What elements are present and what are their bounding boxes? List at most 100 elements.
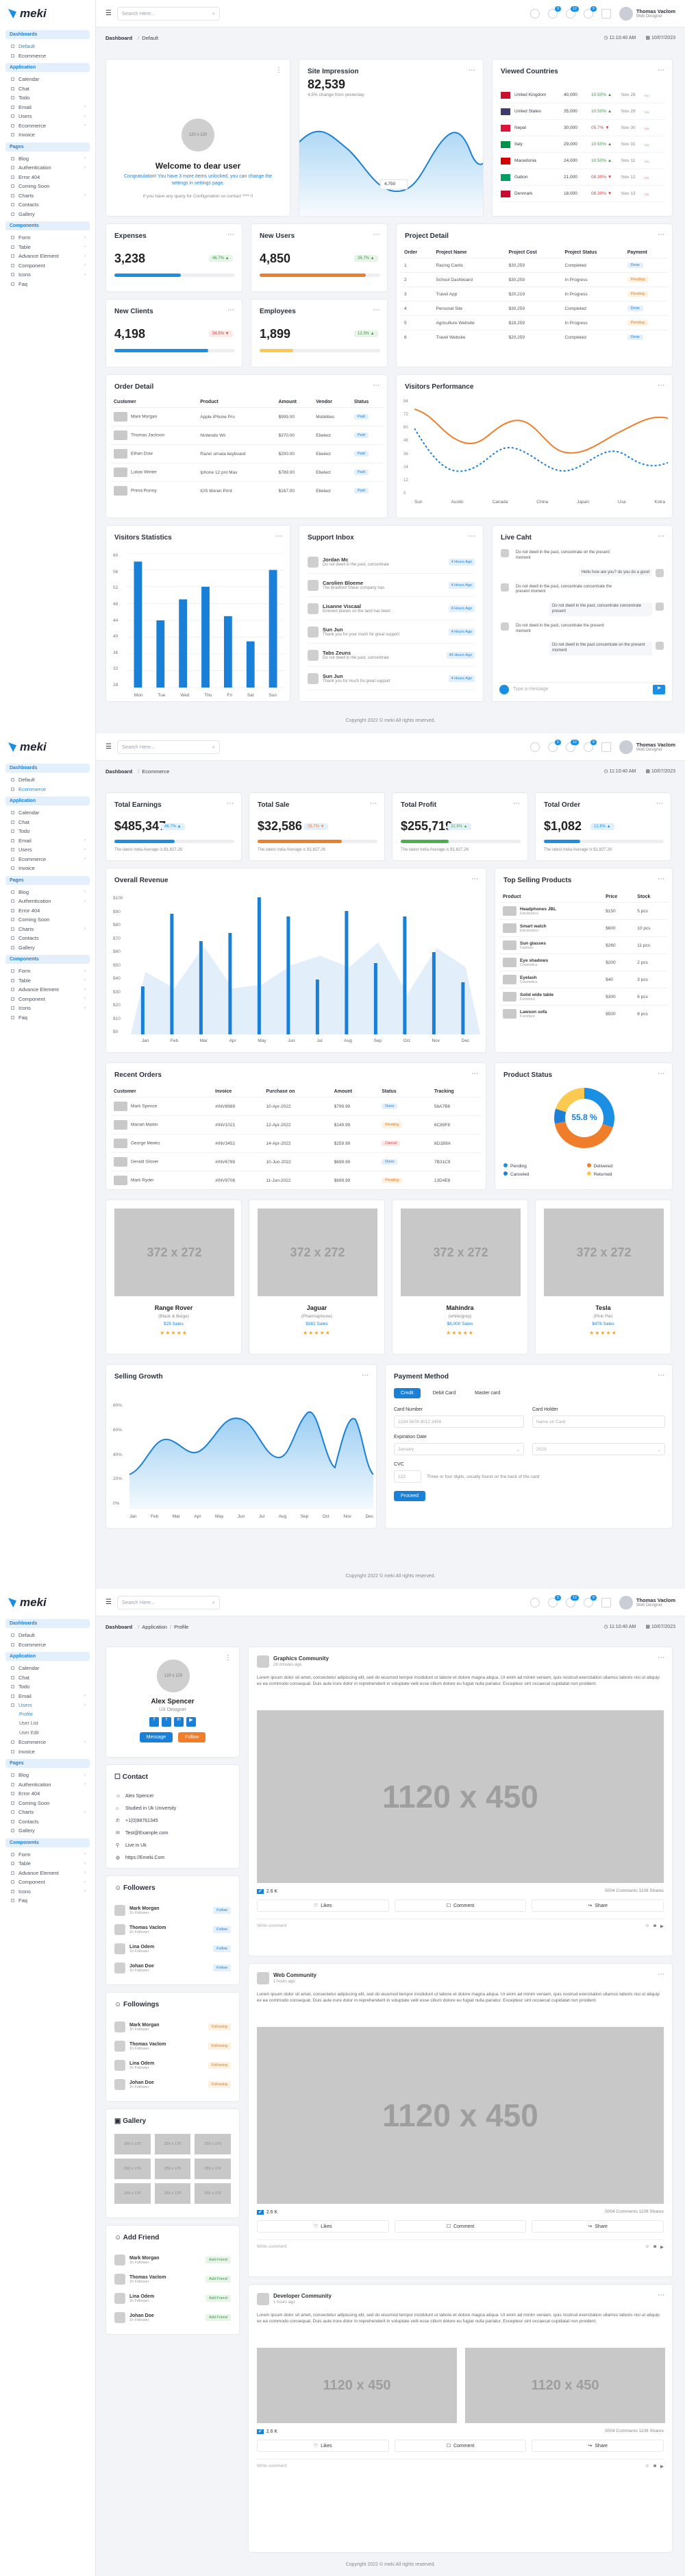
bell-icon[interactable]: 3 <box>547 739 561 752</box>
comment-input[interactable]: Write comment ☺ ◙ ▶ <box>257 1919 664 1932</box>
sidebar-item[interactable]: Error 404 <box>0 173 95 182</box>
more-icon[interactable]: ⋯ <box>373 231 380 239</box>
facebook-icon[interactable]: f <box>149 1717 159 1727</box>
sidebar-item[interactable]: Icons › <box>0 1004 95 1013</box>
more-icon[interactable]: ⋯ <box>373 306 380 314</box>
person-action-button[interactable]: Follow <box>213 1965 231 1971</box>
sidebar-item[interactable]: Invoice <box>0 864 95 873</box>
proceed-button[interactable]: Proceed <box>394 1491 426 1501</box>
chat-input[interactable]: Type a message <box>513 687 549 692</box>
menu-icon[interactable]: ☰ <box>105 743 112 751</box>
fullscreen-icon[interactable] <box>601 742 611 752</box>
more-icon[interactable]: ⋯ <box>658 2292 665 2299</box>
table-row[interactable]: Lukas Winter Iphone 12 pro Max $789.00 Ebel… <box>110 463 383 482</box>
sidebar-item[interactable]: Todo <box>0 1682 95 1692</box>
more-icon[interactable]: ⋯ <box>370 800 377 807</box>
twitter-icon[interactable]: t <box>162 1717 171 1727</box>
sidebar-item[interactable]: Default <box>0 1631 95 1640</box>
fullscreen-icon[interactable] <box>601 8 611 19</box>
search-input[interactable]: Search Here... ⌕ <box>116 1595 220 1609</box>
camera-icon[interactable]: ◙ <box>653 2244 656 2249</box>
sidebar-item[interactable]: Blog › <box>0 154 95 164</box>
cart-icon[interactable]: 12 <box>565 5 579 19</box>
tab-credit[interactable]: Credit <box>394 1388 421 1398</box>
sidebar-item[interactable]: Invoice <box>0 130 95 140</box>
more-icon[interactable]: ⋮ <box>225 1654 232 1662</box>
logo[interactable]: meki <box>0 733 95 761</box>
sidebar-item[interactable]: Charts › <box>0 1808 95 1817</box>
sidebar-item[interactable]: Ecommerce › <box>0 1738 95 1747</box>
inbox-item[interactable]: Sun Jun Thank you for your much for great… <box>308 620 475 644</box>
product-card[interactable]: 372 x 272 Tesla (Pink Pie) $478 Sales ★★★★★ <box>535 1200 671 1354</box>
sidebar-item[interactable]: Email › <box>0 836 95 846</box>
sidebar-item[interactable]: Form › <box>0 233 95 243</box>
sidebar-item[interactable]: Calendar <box>0 1664 95 1673</box>
tab-debit-card[interactable]: Debit Card <box>432 1391 456 1396</box>
sidebar-item[interactable]: Users › <box>0 1701 95 1710</box>
more-icon[interactable]: ⋯ <box>658 875 665 883</box>
user-menu[interactable]: Thomas Vaclom Web Designer <box>619 1595 675 1609</box>
more-icon[interactable]: ⋯ <box>658 382 665 389</box>
video-icon[interactable]: ▶ <box>660 2464 664 2469</box>
person-action-button[interactable]: Following <box>208 2043 231 2050</box>
video-icon[interactable]: ▶ <box>660 1923 664 1929</box>
inbox-item[interactable]: Lisanne Viscaal Eminent planes on the lan… <box>308 597 475 620</box>
search-input[interactable]: Search Here... ⌕ <box>116 740 220 754</box>
table-row[interactable]: Solid wide table Furniture $300 6 pcs <box>499 988 668 1006</box>
table-row[interactable]: 4 Personal Site $30,259 Completed Done <box>401 301 668 316</box>
more-icon[interactable]: ⋯ <box>658 533 665 540</box>
camera-icon[interactable]: ◙ <box>653 1923 656 1928</box>
month-select[interactable]: January ⌄ <box>394 1443 524 1455</box>
table-row[interactable]: Mark Morgan Apple iPhone Pro $999.00 Mobili… <box>110 407 383 426</box>
sidebar-item[interactable]: Gallery <box>0 943 95 953</box>
table-row[interactable]: Eye shadows Cosmetics $200 2 pcs <box>499 953 668 971</box>
sidebar-item[interactable]: Chat <box>0 1673 95 1683</box>
menu-icon[interactable]: ☰ <box>105 10 112 17</box>
emoji-icon[interactable]: ☺ <box>645 2464 650 2468</box>
moon-icon[interactable] <box>530 8 540 19</box>
sidebar-item[interactable]: Users › <box>0 845 95 855</box>
gallery-image[interactable]: 250 x 170 <box>114 2159 151 2179</box>
more-icon[interactable]: ⋯ <box>471 1070 479 1078</box>
table-row[interactable]: Thomas Jackson Nintendo Wii $370.00 Ebelect… <box>110 426 383 445</box>
more-icon[interactable]: ⋯ <box>362 1372 369 1379</box>
tab-master-card[interactable]: Master card <box>475 1391 501 1396</box>
sidebar-item[interactable]: Table › <box>0 976 95 986</box>
logo[interactable]: meki <box>0 0 95 27</box>
table-row[interactable]: 2 School Dashboard $30,259 In Progress Pendi… <box>401 272 668 287</box>
emoji-icon[interactable]: ☺ <box>645 1923 650 1928</box>
gallery-image[interactable]: 250 x 170 <box>195 2183 231 2204</box>
person-action-button[interactable]: Following <box>208 2062 231 2069</box>
sidebar-item[interactable]: Ecommerce <box>0 1640 95 1650</box>
sidebar-item[interactable]: Coming Soon <box>0 915 95 925</box>
cart-icon[interactable]: 12 <box>565 739 579 752</box>
year-select[interactable]: 2023 ⌄ <box>532 1443 665 1455</box>
linkedin-icon[interactable]: in <box>174 1717 184 1727</box>
more-icon[interactable]: ⋯ <box>658 1654 665 1662</box>
sidebar-subitem[interactable]: User List <box>0 1719 95 1729</box>
table-row[interactable]: Headphones JBL Electronics $150 5 pcs <box>499 902 668 920</box>
inbox-item[interactable]: Jordan Mc Do not dwell in the past, conce… <box>308 550 475 574</box>
user-menu[interactable]: Thomas Vaclom Web Designer <box>619 740 675 754</box>
sidebar-item[interactable]: Contacts <box>0 1817 95 1827</box>
mail-icon[interactable]: 9 <box>583 1594 597 1607</box>
person-action-button[interactable]: Following <box>208 2024 231 2030</box>
sidebar-item[interactable]: Blog › <box>0 888 95 897</box>
emoji-icon[interactable]: ☺ <box>645 2244 650 2249</box>
sidebar-item[interactable]: Authentication › <box>0 897 95 906</box>
crumb-root[interactable]: Dashboard <box>105 768 133 775</box>
person-action-button[interactable]: Follow <box>213 1926 231 1933</box>
sidebar-item[interactable]: Blog › <box>0 1771 95 1780</box>
more-icon[interactable]: ⋯ <box>373 382 380 389</box>
table-row[interactable]: George Meeks #INV3452 14-Apr-2022 $259.99 Ca… <box>110 1134 482 1153</box>
post-group[interactable]: Web Community <box>273 1972 316 1978</box>
user-menu[interactable]: Thomas Vaclom Web Designer <box>619 6 675 21</box>
post-group[interactable]: Developer Community <box>273 2293 332 2299</box>
sidebar-item[interactable]: Table › <box>0 243 95 252</box>
sidebar-item[interactable]: Contacts <box>0 934 95 943</box>
fullscreen-icon[interactable] <box>601 1597 611 1607</box>
sidebar-item[interactable]: Users › <box>0 112 95 121</box>
sidebar-item[interactable]: Gallery <box>0 210 95 219</box>
table-row[interactable]: 5 Agriculture Website $18,259 In Progress Pe… <box>401 315 668 330</box>
gallery-image[interactable]: 250 x 170 <box>195 2159 231 2179</box>
